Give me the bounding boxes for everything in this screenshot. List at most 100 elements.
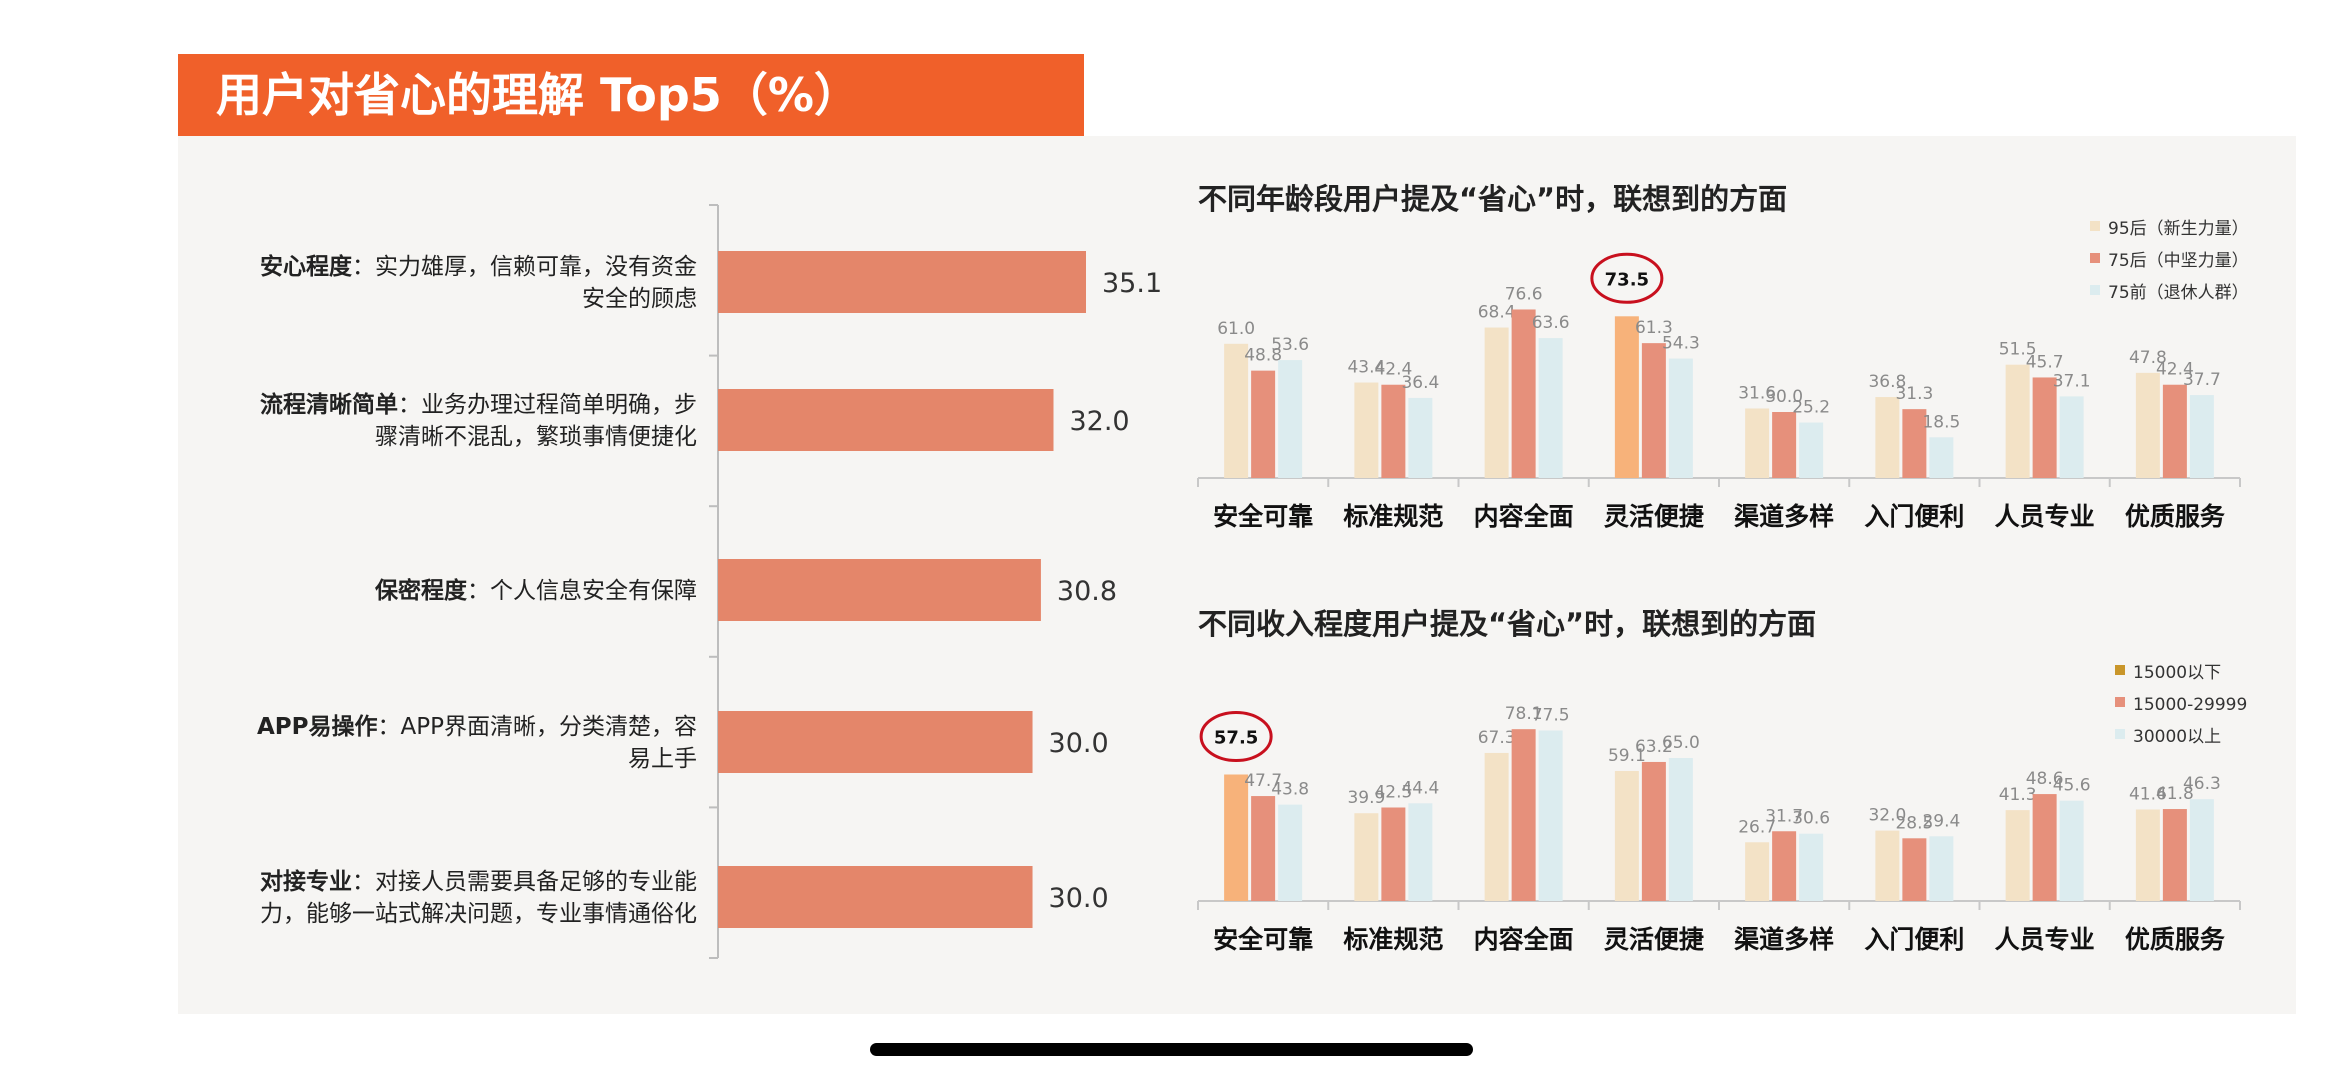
chart-1-bar — [2189, 395, 2214, 478]
chart-2-bar — [1799, 833, 1824, 901]
chart-2-legend-label: 30000以上 — [2133, 727, 2221, 747]
chart-1-value-label: 18.5 — [1922, 412, 1960, 432]
chart-2-category-label: 入门便利 — [1864, 925, 1964, 954]
chart-2-value-label: 28.5 — [1895, 813, 1933, 833]
chart-1-bar — [1538, 338, 1563, 478]
chart-1-bar — [1614, 316, 1639, 478]
chart-2-bar — [1511, 729, 1536, 901]
chart-1-value-label: 53.6 — [1271, 335, 1309, 355]
chart-2-value-label: 31.7 — [1765, 806, 1803, 826]
chart-2-bar — [1381, 807, 1406, 901]
chart-2-value-label: 43.8 — [1271, 780, 1309, 800]
chart-1-value-label: 31.3 — [1895, 384, 1933, 404]
chart-1-category-label: 安全可靠 — [1213, 502, 1313, 531]
chart-2-value-label: 30.6 — [1792, 809, 1830, 829]
chart-2-category-label: 安全可靠 — [1213, 925, 1313, 954]
chart-2-value-label: 42.5 — [1374, 783, 1412, 803]
chart-1-bar — [2162, 384, 2187, 478]
chart-2-legend-label: 15000-29999 — [2133, 695, 2247, 715]
chart-2-bar — [1902, 838, 1927, 901]
chart-1-legend-label: 75后（中坚力量） — [2108, 251, 2249, 271]
chart-1-value-label: 51.5 — [1999, 340, 2037, 360]
chart-1-bar — [1354, 382, 1379, 478]
chart-1-bar — [1772, 412, 1797, 478]
chart-1-bar — [1278, 360, 1303, 478]
chart-1-bar — [1381, 384, 1406, 478]
chart-1-value-label: 42.4 — [2156, 360, 2194, 380]
left-bar-value-label: 35.1 — [1102, 268, 1162, 299]
chart-1-value-label: 30.0 — [1765, 387, 1803, 407]
chart-2-value-label: 29.4 — [1922, 811, 1960, 831]
chart-2-value-label: 77.5 — [1532, 706, 1570, 726]
left-bar — [718, 251, 1086, 313]
chart-2-value-label: 48.6 — [2026, 769, 2064, 789]
left-bar — [718, 559, 1041, 621]
chart-1-bar — [1641, 343, 1666, 478]
left-category-label: 安全的顾虑 — [582, 286, 697, 312]
chart-1-value-label: 43.4 — [1347, 358, 1385, 378]
chart-1-legend-label: 95后（新生力量） — [2108, 219, 2249, 239]
chart-2-value-label: 41.8 — [2156, 784, 2194, 804]
chart-2-category-label: 人员专业 — [1995, 925, 2095, 954]
chart-2-bar — [1929, 836, 1954, 901]
chart-2-bar — [1354, 813, 1379, 901]
chart-2-bar — [1278, 804, 1303, 901]
chart-2-value-label: 46.3 — [2183, 774, 2221, 794]
chart-1-bar — [1408, 397, 1433, 478]
chart-2-bar — [1484, 752, 1509, 901]
chart-1-bar — [1745, 408, 1770, 478]
chart-2-category-label: 灵活便捷 — [1604, 925, 1704, 954]
chart-1-category-label: 内容全面 — [1474, 502, 1574, 531]
left-bar-value-label: 30.0 — [1049, 883, 1109, 914]
chart-1-value-label: 31.6 — [1738, 383, 1776, 403]
left-category-label: 力，能够一站式解决问题，专业事情通俗化 — [260, 901, 697, 927]
chart-2-legend-marker — [2115, 665, 2125, 675]
chart-2-bar — [1772, 831, 1797, 901]
chart-1-value-label: 68.4 — [1478, 303, 1516, 323]
chart-2-value-label: 32.0 — [1868, 806, 1906, 826]
chart-1-bar — [1929, 437, 1954, 478]
chart-1-bar — [1668, 358, 1693, 478]
chart-1-bar — [1484, 327, 1509, 478]
left-category-label: 流程清晰简单：业务办理过程简单明确，步 — [260, 391, 697, 418]
chart-1-value-label: 61.3 — [1635, 318, 1673, 338]
chart-1-legend-marker — [2090, 285, 2100, 295]
chart-1-value-label: 42.4 — [1374, 360, 1412, 380]
chart-1-category-label: 标准规范 — [1343, 502, 1443, 531]
chart-2-value-label: 47.7 — [1244, 771, 1282, 791]
page-title: 用户对省心的理解 Top5（%） — [178, 54, 1084, 136]
left-bar-value-label: 32.0 — [1069, 406, 1129, 437]
home-indicator[interactable] — [870, 1043, 1473, 1056]
left-category-label: 易上手 — [628, 746, 697, 772]
chart-1-bar — [1224, 343, 1249, 478]
chart-1-category-label: 渠道多样 — [1734, 502, 1834, 531]
chart-2-bar — [2032, 794, 2057, 901]
chart-1-highlight-circle — [1590, 252, 1664, 304]
chart-1-value-label: 36.4 — [1401, 373, 1439, 393]
chart-2-value-label: 59.1 — [1608, 746, 1646, 766]
chart-2-bar — [2135, 809, 2160, 901]
chart-2-value-label: 67.3 — [1478, 728, 1516, 748]
chart-1-category-label: 灵活便捷 — [1604, 502, 1704, 531]
left-category-label: 保密程度：个人信息安全有保障 — [374, 577, 697, 604]
chart-1-value-label: 76.6 — [1505, 284, 1543, 304]
chart-1-value-label: 61.0 — [1217, 319, 1255, 339]
chart-2-value-label: 63.2 — [1635, 737, 1673, 757]
chart-1-value-label: 37.7 — [2183, 370, 2221, 390]
chart-2-bar — [1614, 770, 1639, 901]
chart-2-value-label: 39.9 — [1347, 788, 1385, 808]
chart-1-category-label: 人员专业 — [1995, 502, 2095, 531]
left-bar — [718, 389, 1054, 451]
chart-1-value-label: 48.8 — [1244, 346, 1282, 366]
chart-2-value-label: 65.0 — [1662, 733, 1700, 753]
chart-2-category-label: 渠道多样 — [1734, 925, 1834, 954]
chart-2-value-label: 57.5 — [1214, 728, 1258, 749]
chart-1-value-label: 54.3 — [1662, 334, 1700, 354]
chart-2-bar — [1408, 803, 1433, 901]
chart-1-legend-marker — [2090, 253, 2100, 263]
chart-1-bar — [1875, 397, 1900, 478]
chart-2-value-label: 41.6 — [2129, 784, 2167, 804]
left-category-label: 安心程度：实力雄厚，信赖可靠，没有资金 — [260, 253, 697, 280]
chart-1-category-label: 入门便利 — [1864, 502, 1964, 531]
